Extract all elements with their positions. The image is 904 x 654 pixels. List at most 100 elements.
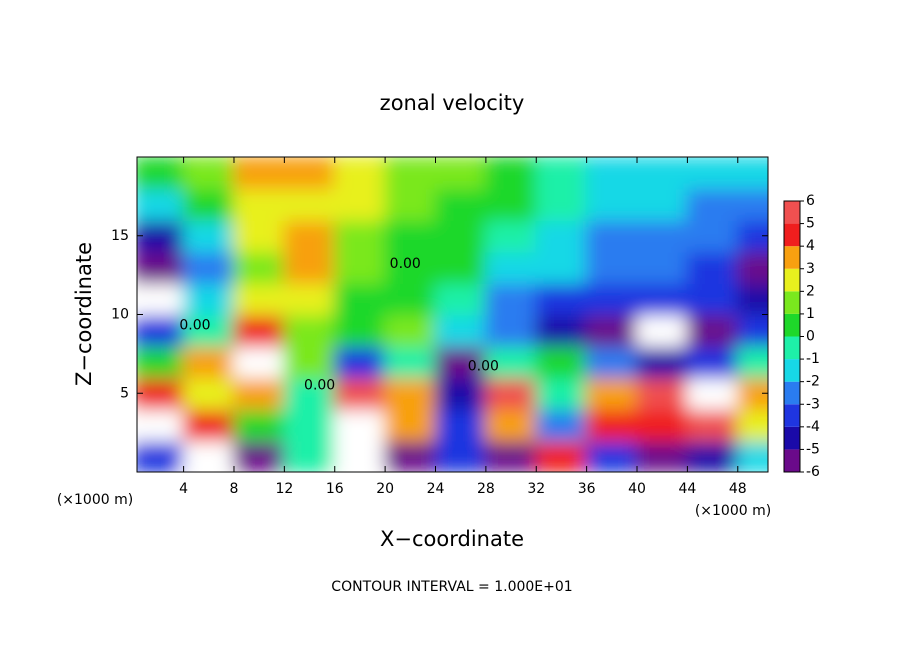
field-cell [333,219,387,253]
colorbar-label: -6 [806,464,820,480]
field-cell [232,313,286,347]
field-cell [484,157,538,190]
colorbar-band [784,246,800,269]
colorbar-band [784,336,800,360]
field-cell [535,439,588,472]
field-cell [585,439,639,472]
field-cell [434,187,487,221]
field-cell [434,157,487,190]
field-cell [484,313,538,347]
field-cell [686,219,739,253]
x-tick-label: 36 [578,481,596,497]
field-cell [484,345,538,379]
contour-label: 0.00 [390,256,421,272]
field-cell [333,313,387,347]
field-cell [283,282,336,316]
field-cell [384,439,437,472]
field-cell [232,219,286,253]
field-cell [484,408,538,442]
field-cell [182,187,235,221]
field-cell [182,408,235,442]
colorbar-label: 5 [806,216,815,232]
field-cell [333,439,387,472]
field-cell [182,157,235,190]
field-cell [736,250,768,284]
field-cell [535,219,588,253]
field-cell [636,408,689,442]
field-cell [232,250,286,284]
field-cell [636,282,689,316]
field-cell [137,313,185,347]
x-unit-left: (×1000 m) [57,492,133,508]
field-cell [283,439,336,472]
field-cell [736,187,768,221]
field-cell [484,219,538,253]
field-cell [137,345,185,379]
field-cell [283,157,336,190]
field-cell [736,408,768,442]
field-cell [535,376,588,410]
x-tick-label: 48 [729,481,747,497]
field-cell [232,376,286,410]
field-cell [232,282,286,316]
colorbar-band [784,404,800,427]
field-cell [636,345,689,379]
y-tick-label: 10 [111,307,129,323]
field-cell [636,376,689,410]
colorbar-band [784,268,800,292]
colorbar-label: -1 [806,351,820,367]
field-cell [585,250,639,284]
field-cell [333,157,387,190]
field-cell [686,313,739,347]
field-cell [434,408,487,442]
contour-label: 0.00 [468,358,499,374]
colorbar-label: 3 [806,261,815,277]
x-tick-label: 20 [376,481,394,497]
field-cell [182,345,235,379]
field-cell [182,250,235,284]
field-cell [535,282,588,316]
field-cell [384,219,437,253]
field-cell [636,219,689,253]
colorbar-label: 6 [806,193,815,209]
field-cell [384,345,437,379]
x-tick-label: 4 [179,481,188,497]
field-cell [137,408,185,442]
field-cell [434,313,487,347]
field-cell [535,250,588,284]
field-cell [182,313,235,347]
field-cell [585,313,639,347]
colorbar-label: -5 [806,441,820,457]
x-tick-label: 32 [527,481,545,497]
x-axis-label: X−coordinate [380,527,524,551]
field-cell [736,345,768,379]
overlay: 4 8 12 16 20 24 28 32 36 40 44 48510150.000.000.000… [111,156,820,497]
field-cell [636,187,689,221]
field-cell [736,157,768,190]
field-cell [636,439,689,472]
y-tick-label: 5 [120,385,129,401]
x-tick-label: 16 [326,481,344,497]
field-cell [283,408,336,442]
colorbar-label: -2 [806,374,820,390]
field-cell [686,408,739,442]
field-cell [137,439,185,472]
field-cell [333,187,387,221]
field-cell [434,219,487,253]
field-cell [535,408,588,442]
colorbar-label: -3 [806,396,820,412]
x-tick-label: 40 [628,481,646,497]
field-cell [535,157,588,190]
field [137,157,768,472]
field-cell [232,187,286,221]
colorbar-band [784,201,800,224]
field-cell [736,439,768,472]
x-unit-right: (×1000 m) [695,503,771,519]
field-cell [434,439,487,472]
field-cell [686,282,739,316]
field-cell [384,282,437,316]
field-cell [535,345,588,379]
field-cell [434,345,487,379]
field-cell [484,187,538,221]
